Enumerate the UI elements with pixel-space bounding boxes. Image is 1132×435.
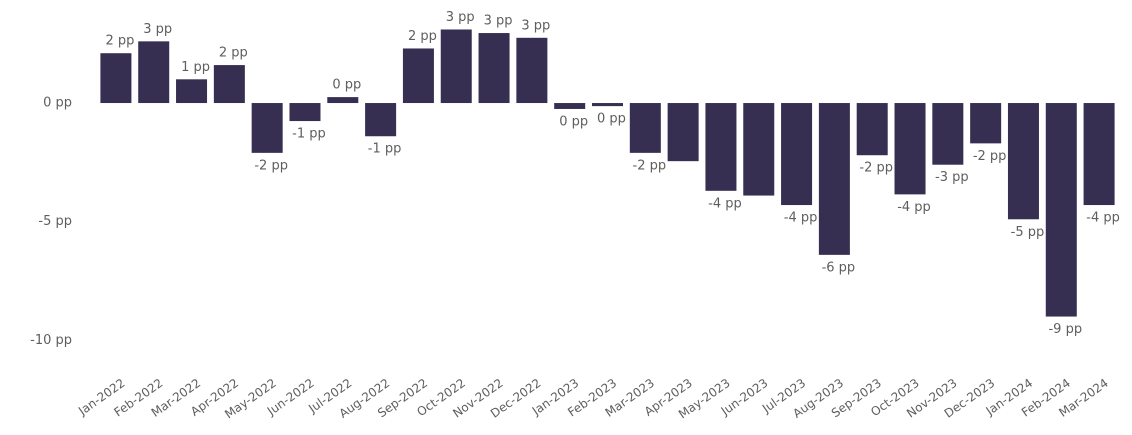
data-label: -4 pp [1086, 211, 1120, 226]
bar [781, 103, 813, 206]
data-label: 3 pp [521, 18, 550, 33]
data-label: 2 pp [105, 34, 134, 49]
bar [516, 37, 548, 104]
y-tick-label: 0 pp [43, 96, 72, 111]
bar [818, 103, 850, 255]
bar [213, 65, 245, 104]
bar [970, 103, 1002, 144]
y-tick-label: -10 pp [30, 333, 72, 348]
data-label: -4 pp [784, 211, 818, 226]
data-label: 2 pp [219, 46, 248, 61]
data-label: 3 pp [484, 14, 513, 29]
data-label: 2 pp [408, 29, 437, 44]
data-label: -5 pp [1011, 225, 1045, 240]
bar [705, 103, 737, 191]
bar [478, 33, 510, 104]
bar [1083, 103, 1115, 206]
data-label: -1 pp [292, 127, 326, 142]
data-label: -9 pp [1048, 322, 1082, 337]
data-label: -3 pp [935, 170, 969, 185]
data-label: -2 pp [633, 158, 667, 173]
bar [667, 103, 699, 162]
bar [894, 103, 926, 195]
data-label: -2 pp [973, 149, 1007, 164]
bar [1007, 103, 1039, 220]
data-label: 0 pp [597, 112, 626, 127]
data-label: 3 pp [143, 22, 172, 37]
data-label: -1 pp [368, 142, 402, 157]
bar [100, 53, 132, 104]
bar [365, 103, 397, 137]
bar [176, 79, 208, 104]
data-label: 1 pp [181, 60, 210, 75]
bar [629, 103, 661, 153]
bar [440, 29, 472, 104]
bar [591, 103, 624, 107]
bar [289, 103, 321, 122]
data-label: -2 pp [859, 161, 893, 176]
bar [138, 41, 170, 104]
bar [554, 103, 586, 109]
data-label: -2 pp [254, 158, 288, 173]
bar [327, 97, 359, 104]
bar [856, 103, 888, 156]
bar [1045, 103, 1077, 317]
y-tick-label: -5 pp [38, 214, 72, 229]
bar [743, 103, 775, 196]
bar [402, 48, 434, 104]
data-label: -4 pp [897, 200, 931, 215]
data-label: 3 pp [446, 10, 475, 25]
data-label: 0 pp [332, 78, 361, 93]
bar [932, 103, 964, 165]
data-label: 0 pp [559, 114, 588, 129]
bar [251, 103, 283, 153]
data-label: -4 pp [708, 196, 742, 211]
data-label: -6 pp [822, 260, 856, 275]
